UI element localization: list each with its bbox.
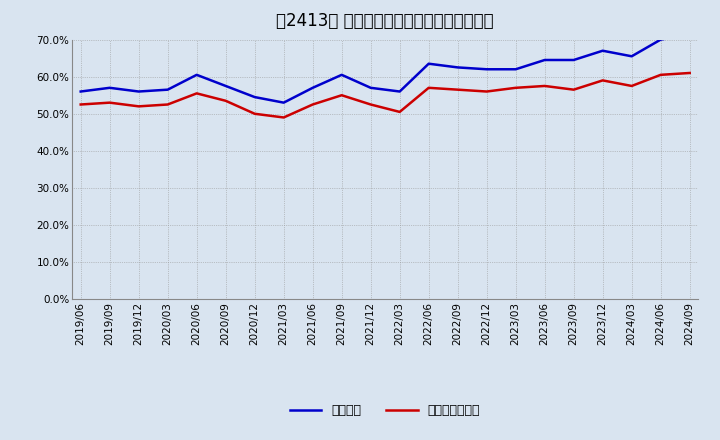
固定長期適合率 [598,78,607,83]
固定比率 [279,100,288,105]
固定長期適合率 [511,85,520,91]
固定長期適合率 [279,115,288,120]
固定比率 [424,61,433,66]
固定比率 [135,89,143,94]
固定長期適合率 [251,111,259,117]
固定比率 [482,66,491,72]
Line: 固定長期適合率: 固定長期適合率 [81,73,690,117]
固定比率 [76,89,85,94]
固定比率 [105,85,114,91]
固定比率 [251,95,259,100]
固定比率 [685,31,694,37]
固定比率 [221,83,230,88]
固定長期適合率 [221,98,230,103]
固定比率 [541,57,549,62]
固定長期適合率 [366,102,375,107]
固定比率 [192,72,201,77]
固定長期適合率 [163,102,172,107]
固定比率 [395,89,404,94]
固定比率 [366,85,375,91]
固定比率 [454,65,462,70]
Title: ［2413］ 固定比率、固定長期適合率の推移: ［2413］ 固定比率、固定長期適合率の推移 [276,12,494,30]
固定長期適合率 [192,91,201,96]
固定長期適合率 [135,104,143,109]
固定長期適合率 [627,83,636,88]
固定長期適合率 [454,87,462,92]
固定長期適合率 [482,89,491,94]
Legend: 固定比率, 固定長期適合率: 固定比率, 固定長期適合率 [290,404,480,417]
固定長期適合率 [395,109,404,114]
固定長期適合率 [76,102,85,107]
固定比率 [308,85,317,91]
固定比率 [338,72,346,77]
固定比率 [598,48,607,53]
固定長期適合率 [541,83,549,88]
固定長期適合率 [308,102,317,107]
固定長期適合率 [685,70,694,76]
固定比率 [657,37,665,42]
固定長期適合率 [570,87,578,92]
固定長期適合率 [105,100,114,105]
固定長期適合率 [338,92,346,98]
固定長期適合率 [657,72,665,77]
固定比率 [163,87,172,92]
固定比率 [511,66,520,72]
固定比率 [570,57,578,62]
Line: 固定比率: 固定比率 [81,34,690,103]
固定比率 [627,54,636,59]
固定長期適合率 [424,85,433,91]
